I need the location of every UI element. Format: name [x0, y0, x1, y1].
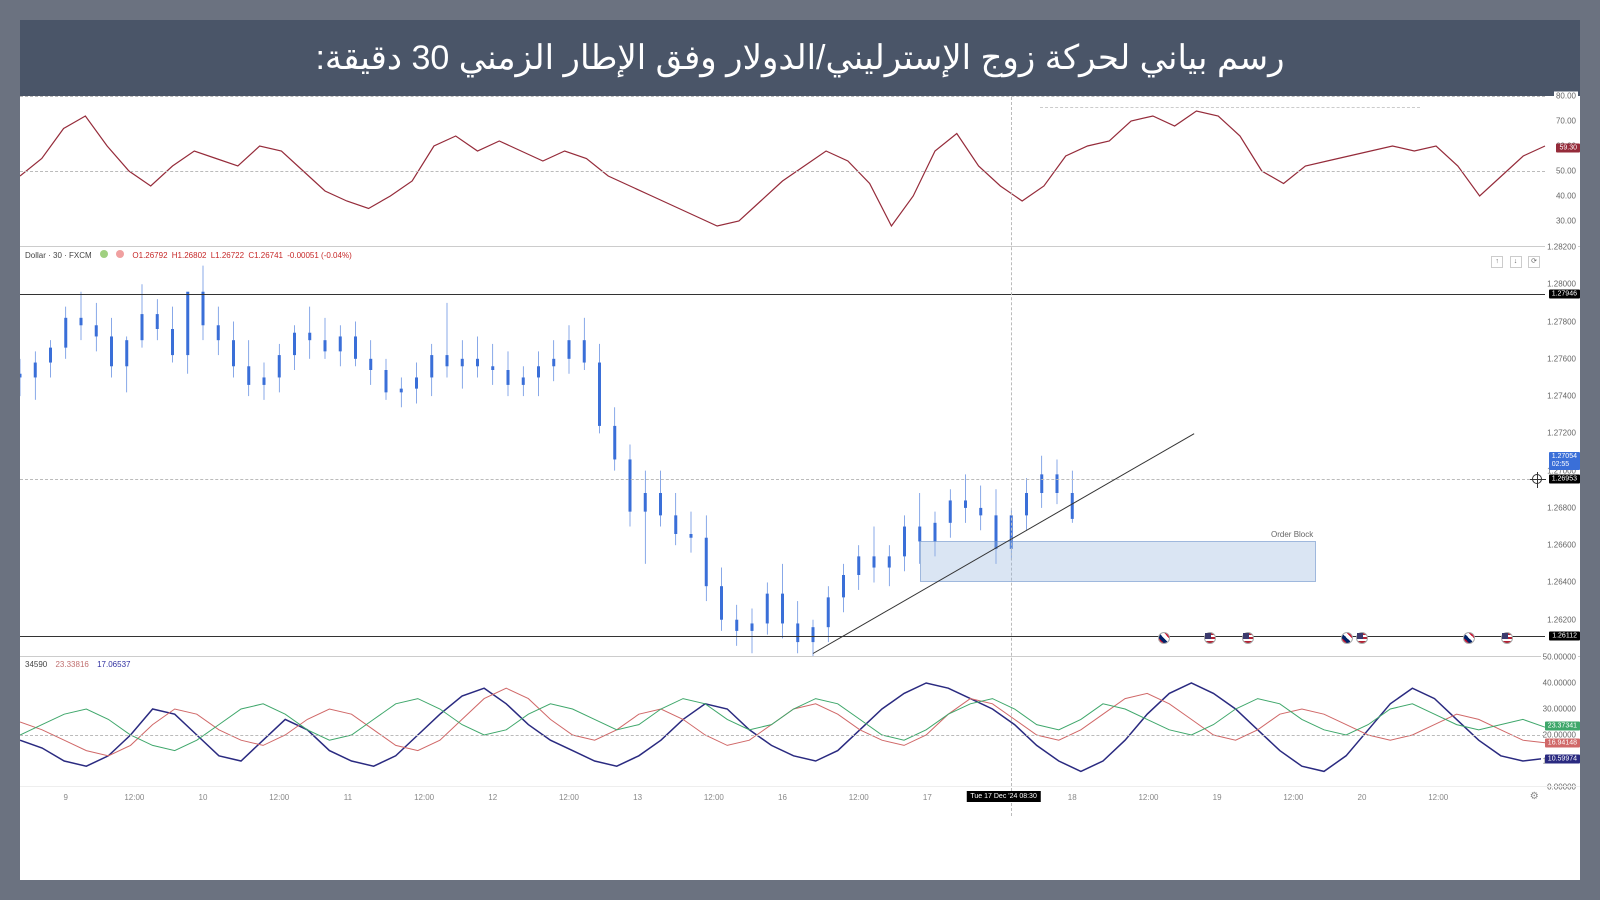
- time-label: 12:00: [704, 793, 724, 802]
- rsi-current-tag: 59.30: [1556, 143, 1580, 152]
- price-ytick: 1.26600: [1545, 541, 1578, 550]
- time-label: 16: [778, 793, 787, 802]
- time-label: 12:00: [559, 793, 579, 802]
- price-dashed-level: [20, 479, 1545, 480]
- price-hline-tag: 1.27946: [1549, 290, 1580, 299]
- rsi-ytick: 50.00: [1554, 167, 1578, 176]
- price-candlestick-chart[interactable]: [20, 247, 1580, 656]
- time-label: 19: [1213, 793, 1222, 802]
- price-ytick: 1.26200: [1545, 615, 1578, 624]
- time-label: 12:00: [849, 793, 869, 802]
- panel-controls: ↑ ↓ ⟳: [1489, 250, 1540, 268]
- symbol-desc: Dollar · 30 · FXCM: [25, 251, 92, 260]
- price-panel[interactable]: Dollar · 30 · FXCM O1.26792 H1.26802 L1.…: [20, 246, 1580, 656]
- us-flag-icon[interactable]: [1356, 632, 1368, 644]
- bid-price-tag: 1.2705402:55: [1549, 452, 1580, 470]
- time-label: 20: [1358, 793, 1367, 802]
- price-ytick: 1.27200: [1545, 429, 1578, 438]
- status-dot-2: [116, 250, 124, 258]
- time-cursor-tag: Tue 17 Dec '24 08:30: [966, 791, 1040, 802]
- price-ytick: 1.28000: [1545, 280, 1578, 289]
- price-ytick: 1.26800: [1545, 503, 1578, 512]
- symbol-info-line: Dollar · 30 · FXCM O1.26792 H1.26802 L1.…: [25, 250, 360, 260]
- time-label: 12:00: [1138, 793, 1158, 802]
- order-block[interactable]: Order Block: [920, 541, 1317, 582]
- time-label: 12:00: [269, 793, 289, 802]
- time-label: 12: [488, 793, 497, 802]
- price-ytick: 1.26400: [1545, 578, 1578, 587]
- panel-reload-button[interactable]: ⟳: [1528, 256, 1540, 268]
- price-ytick: 1.28200: [1545, 243, 1578, 252]
- osc-ytick: 50.00000: [1541, 653, 1578, 662]
- rsi-level-80: [20, 96, 1545, 97]
- rsi-ytick: 40.00: [1554, 192, 1578, 201]
- time-label: 12:00: [1428, 793, 1448, 802]
- uk-flag-icon[interactable]: [1463, 632, 1475, 644]
- rsi-level-50: [20, 171, 1545, 172]
- time-axis[interactable]: 9 12:00 10 12:00 11 12:00 12 12:00 13 12:00 16 12:0…: [20, 786, 1580, 816]
- price-hline-tag: 1.26112: [1549, 632, 1580, 641]
- ohlc-values: O1.26792 H1.26802 L1.26722 C1.26741 -0.0…: [132, 251, 353, 260]
- time-label: 18: [1068, 793, 1077, 802]
- time-label: 12:00: [124, 793, 144, 802]
- osc-ytick: 40.00000: [1541, 679, 1578, 688]
- current-price-tag: 1.26953: [1549, 475, 1580, 484]
- price-ytick: 1.27800: [1545, 317, 1578, 326]
- rsi-ytick: 80.00: [1554, 92, 1578, 101]
- time-label: 12:00: [414, 793, 434, 802]
- osc-value-tag: 16.94148: [1545, 738, 1580, 747]
- oscillator-chart: [20, 657, 1580, 786]
- chart-card: رسم بياني لحركة زوج الإسترليني/الدولار و…: [20, 20, 1580, 880]
- title-bar: رسم بياني لحركة زوج الإسترليني/الدولار و…: [20, 20, 1580, 96]
- osc-ytick: 30.00000: [1541, 705, 1578, 714]
- oscillator-values: 34590 23.33816 17.06537: [25, 660, 136, 669]
- time-label: 17: [923, 793, 932, 802]
- panel-down-button[interactable]: ↓: [1510, 256, 1522, 268]
- order-block-label: Order Block: [1271, 530, 1313, 539]
- us-flag-icon[interactable]: [1204, 632, 1216, 644]
- price-hline: [20, 294, 1545, 295]
- rsi-ytick: 70.00: [1554, 117, 1578, 126]
- time-label: 9: [64, 793, 68, 802]
- oscillator-panel: 34590 23.33816 17.06537 0.0000010.000002…: [20, 656, 1580, 786]
- osc-value-tag: 23.37341: [1545, 722, 1580, 731]
- osc-value-tag: 10.59974: [1545, 755, 1580, 764]
- us-flag-icon[interactable]: [1501, 632, 1513, 644]
- osc-dotted-level: [20, 735, 1545, 736]
- uk-flag-icon[interactable]: [1341, 632, 1353, 644]
- rsi-panel: 20.0030.0040.0050.0060.0070.0080.0059.30: [20, 96, 1580, 246]
- rsi-ytick: 30.00: [1554, 217, 1578, 226]
- uk-flag-icon[interactable]: [1158, 632, 1170, 644]
- price-hline: [20, 636, 1545, 637]
- gear-icon[interactable]: ⚙: [1530, 791, 1539, 802]
- time-label: 12:00: [1283, 793, 1303, 802]
- price-ytick: 1.27400: [1545, 392, 1578, 401]
- chart-area: 20.0030.0040.0050.0060.0070.0080.0059.30…: [20, 96, 1580, 876]
- panel-up-button[interactable]: ↑: [1491, 256, 1503, 268]
- time-label: 11: [344, 793, 352, 802]
- time-label: 13: [633, 793, 642, 802]
- price-ytick: 1.27600: [1545, 354, 1578, 363]
- status-dot-1: [100, 250, 108, 258]
- us-flag-icon[interactable]: [1242, 632, 1254, 644]
- time-label: 10: [199, 793, 208, 802]
